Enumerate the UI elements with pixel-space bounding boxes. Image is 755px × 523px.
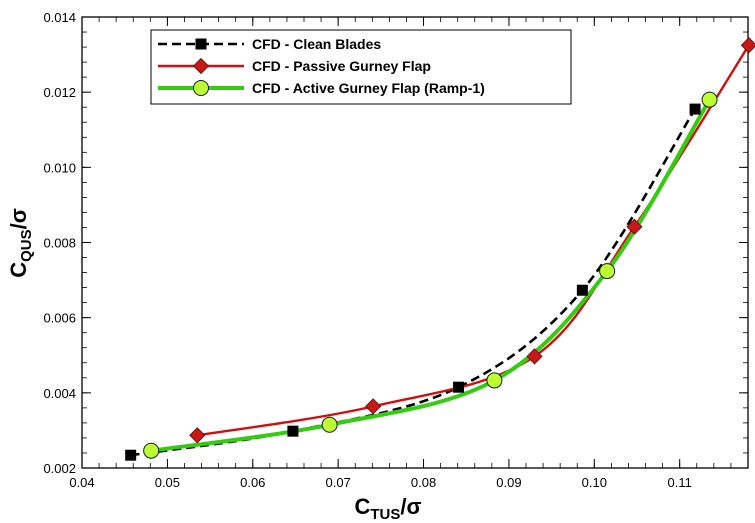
x-tick-label: 0.05 [155, 475, 180, 490]
y-axis-title-tail: /σ [6, 208, 31, 229]
legend-label-1: CFD - Clean Blades [252, 36, 381, 52]
series-3-marker [599, 263, 616, 280]
series-2-marker [626, 218, 643, 235]
x-axis-title-tail: /σ [400, 494, 421, 519]
legend-label-3: CFD - Active Gurney Flap (Ramp-1) [252, 80, 485, 96]
series-3-marker [701, 91, 718, 108]
series-1-marker [287, 425, 299, 437]
x-tick-label: 0.08 [411, 475, 436, 490]
axes [81, 16, 749, 469]
y-tick-label: 0.012 [43, 85, 76, 100]
tick-labels: 0.04 0.05 0.06 0.07 0.08 0.09 0.10 0.11 0.002 0.0… [43, 10, 691, 490]
series-1-marker [453, 381, 465, 393]
legend: CFD - Clean Blades CFD - Passive Gurney F… [150, 29, 572, 105]
y-axis-title-main: C [6, 262, 31, 278]
y-axis-title: CQUS/σ [6, 208, 35, 278]
series-markers [125, 37, 755, 461]
series-1-marker [689, 103, 701, 115]
series-3-marker [321, 416, 338, 433]
series-3-marker [143, 442, 160, 459]
series-2-marker [526, 348, 543, 365]
legend-label-2: CFD - Passive Gurney Flap [252, 58, 431, 74]
legend-marker-3 [193, 80, 209, 96]
x-tick-label: 0.06 [240, 475, 265, 490]
x-tick-label: 0.07 [325, 475, 350, 490]
series-1-marker [576, 284, 588, 296]
legend-marker-2 [192, 57, 210, 75]
x-tick-label: 0.11 [668, 475, 692, 490]
x-tick-label: 0.09 [496, 475, 521, 490]
y-axis-title-subscript: QUS [18, 229, 35, 262]
x-axis-title-main: C [354, 494, 370, 519]
series-line-1 [130, 108, 697, 457]
series-lines [130, 44, 750, 457]
legend-marker-1 [195, 38, 207, 50]
x-tick-label: 0.04 [69, 475, 94, 490]
series-1-marker [125, 449, 137, 461]
x-axis-title: CTUS/σ [354, 494, 421, 523]
y-tick-label: 0.014 [43, 10, 76, 25]
y-tick-label: 0.002 [43, 461, 76, 476]
series-2-marker [740, 37, 755, 54]
y-tick-label: 0.010 [43, 160, 76, 175]
y-tick-label: 0.004 [43, 386, 76, 401]
y-tick-label: 0.006 [43, 311, 76, 326]
y-tick-label: 0.008 [43, 236, 76, 251]
x-axis-title-subscript: TUS [370, 506, 400, 523]
series-3-marker [486, 372, 503, 389]
series-2-marker [365, 398, 382, 415]
series-line-3 [150, 98, 712, 453]
series-2-marker [189, 427, 206, 444]
x-tick-label: 0.10 [582, 475, 607, 490]
